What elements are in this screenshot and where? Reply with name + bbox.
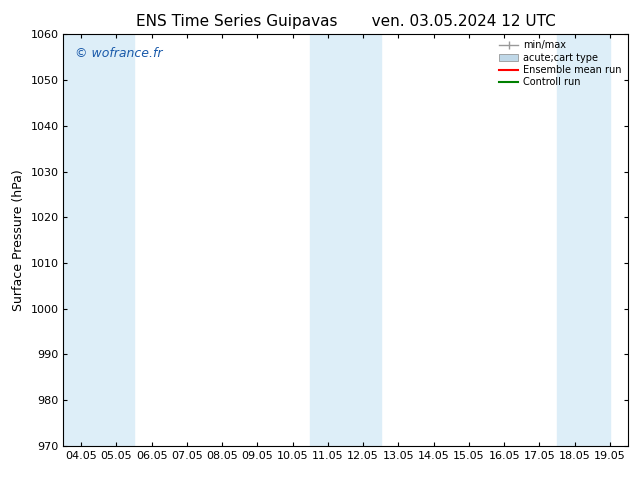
Legend: min/max, acute;cart type, Ensemble mean run, Controll run: min/max, acute;cart type, Ensemble mean … [495, 36, 626, 91]
Bar [63, 34, 134, 446]
Bar [557, 34, 610, 446]
Title: ENS Time Series Guipavas       ven. 03.05.2024 12 UTC: ENS Time Series Guipavas ven. 03.05.2024… [136, 14, 555, 29]
Bar [310, 34, 381, 446]
Y-axis label: Surface Pressure (hPa): Surface Pressure (hPa) [12, 169, 25, 311]
Text: © wofrance.fr: © wofrance.fr [75, 47, 162, 60]
